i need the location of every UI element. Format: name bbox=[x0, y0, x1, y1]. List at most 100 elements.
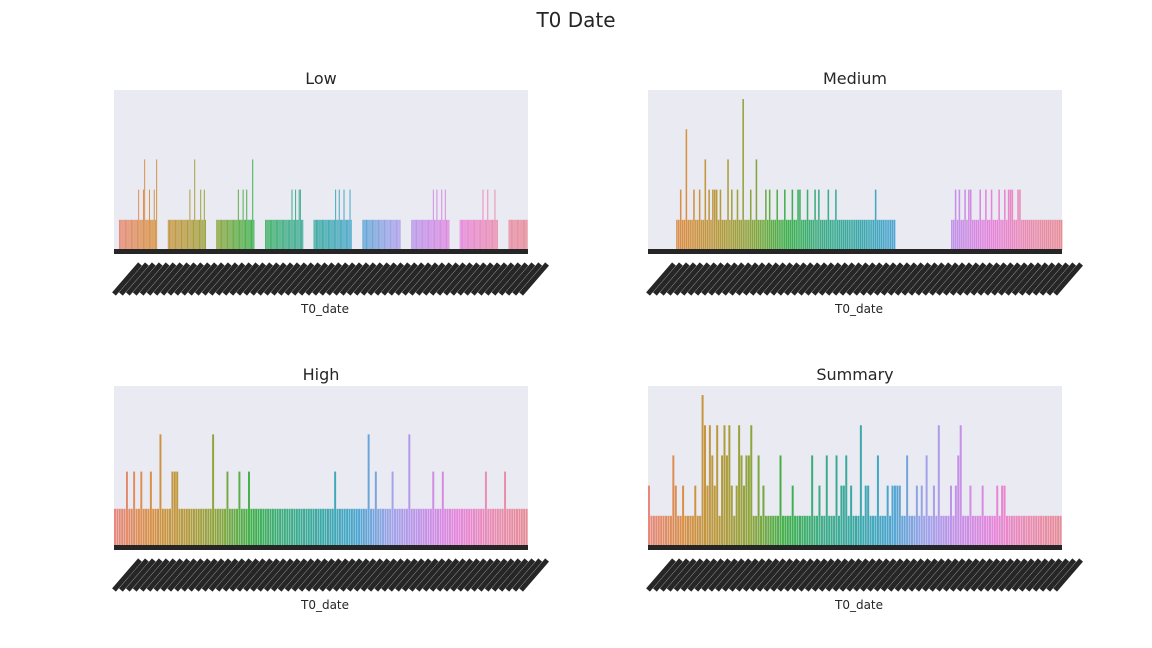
x-tick-label bbox=[929, 262, 959, 296]
x-tick-label bbox=[1018, 262, 1049, 296]
bar bbox=[188, 219, 190, 250]
bar bbox=[1003, 485, 1006, 546]
x-tick-label bbox=[818, 262, 849, 296]
bar bbox=[753, 219, 756, 250]
bar bbox=[425, 219, 427, 250]
x-tick-label bbox=[477, 558, 508, 592]
bar bbox=[331, 219, 333, 250]
bar bbox=[838, 219, 841, 250]
bar bbox=[139, 219, 141, 250]
bar bbox=[820, 515, 823, 546]
bar bbox=[710, 219, 712, 250]
bar bbox=[966, 219, 968, 250]
bar bbox=[130, 219, 132, 250]
x-tick-label bbox=[395, 558, 425, 592]
bar bbox=[459, 219, 461, 250]
bar bbox=[134, 219, 136, 250]
x-tick-label bbox=[687, 558, 718, 592]
x-tick-label bbox=[346, 558, 377, 592]
bar bbox=[381, 219, 383, 250]
bar bbox=[389, 219, 391, 250]
bar bbox=[524, 219, 526, 250]
bar bbox=[331, 508, 334, 546]
bar bbox=[420, 219, 422, 250]
x-tick-label bbox=[901, 558, 932, 592]
bar bbox=[408, 434, 411, 546]
bar bbox=[319, 508, 322, 546]
bar bbox=[466, 219, 468, 250]
bar bbox=[669, 515, 672, 546]
bar bbox=[799, 189, 801, 250]
x-tick-label bbox=[694, 558, 725, 592]
bar bbox=[1051, 219, 1053, 250]
bar bbox=[812, 219, 814, 250]
x-tick-label bbox=[153, 558, 184, 592]
bar bbox=[315, 219, 317, 250]
bar bbox=[657, 515, 660, 546]
x-tick-label bbox=[174, 558, 204, 592]
bar bbox=[704, 425, 707, 546]
bar bbox=[151, 219, 153, 250]
bar bbox=[347, 219, 349, 250]
bar bbox=[118, 219, 120, 250]
bar bbox=[120, 219, 122, 250]
bar bbox=[682, 485, 685, 546]
bar bbox=[265, 219, 267, 250]
bar bbox=[142, 189, 144, 250]
bar bbox=[222, 219, 224, 250]
bar bbox=[140, 219, 142, 250]
bar bbox=[874, 515, 877, 546]
bar bbox=[678, 219, 680, 250]
bar bbox=[298, 508, 301, 546]
bar bbox=[449, 508, 451, 546]
bar bbox=[178, 508, 181, 546]
bar bbox=[702, 219, 705, 250]
bar bbox=[721, 219, 724, 250]
x-tick-label bbox=[1039, 262, 1070, 296]
bar bbox=[827, 189, 830, 250]
bar bbox=[332, 219, 334, 250]
x-tick-label bbox=[201, 558, 232, 592]
bar bbox=[906, 455, 909, 546]
bar bbox=[195, 219, 197, 250]
bar bbox=[153, 189, 155, 250]
bar bbox=[1018, 515, 1021, 546]
bar bbox=[460, 219, 462, 250]
bar bbox=[674, 485, 677, 546]
bar bbox=[880, 219, 883, 250]
bar bbox=[840, 485, 843, 546]
x-tick-label bbox=[277, 262, 308, 296]
bar bbox=[930, 515, 933, 546]
bar bbox=[825, 219, 828, 250]
x-tick-label bbox=[243, 558, 273, 592]
x-tick-label bbox=[915, 262, 945, 296]
bar bbox=[913, 515, 916, 546]
x-tick-label bbox=[512, 262, 543, 296]
bar bbox=[218, 219, 220, 250]
bar bbox=[121, 219, 123, 250]
bar bbox=[700, 219, 703, 250]
bar bbox=[172, 219, 174, 250]
bar bbox=[307, 508, 310, 546]
x-tick-label bbox=[263, 262, 294, 296]
bar bbox=[477, 508, 480, 546]
bar bbox=[349, 189, 351, 250]
bar bbox=[176, 219, 178, 250]
bar bbox=[201, 219, 203, 250]
bar bbox=[723, 425, 726, 546]
bar bbox=[813, 515, 816, 546]
bar bbox=[1054, 515, 1057, 546]
bar bbox=[976, 515, 979, 546]
bar bbox=[278, 219, 280, 250]
bar bbox=[765, 189, 767, 250]
bar bbox=[463, 508, 466, 546]
bar bbox=[367, 434, 370, 546]
bar bbox=[520, 219, 522, 250]
bar bbox=[191, 219, 193, 250]
bar bbox=[152, 219, 154, 250]
x-tick-label bbox=[401, 558, 432, 592]
bar bbox=[1040, 515, 1043, 546]
bar bbox=[787, 219, 790, 250]
bar bbox=[949, 485, 952, 546]
